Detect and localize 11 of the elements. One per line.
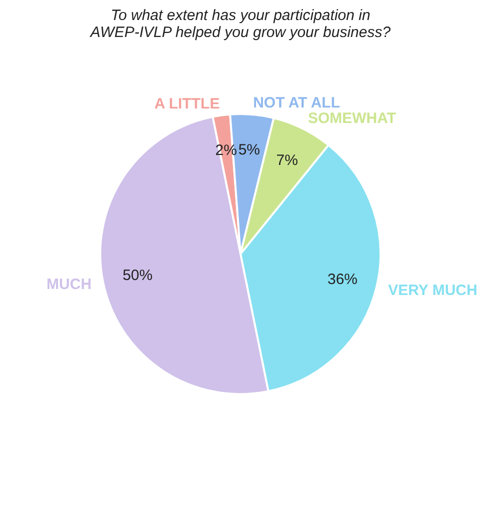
data-label: 50% — [122, 266, 153, 284]
data-label: 7% — [276, 152, 298, 169]
slice-label: NOT AT ALL — [253, 94, 340, 112]
data-label: 36% — [327, 270, 358, 288]
slice-label: SOMEWHAT — [308, 110, 396, 127]
slice-label: VERY MUCH — [388, 282, 478, 300]
slice-label: A LITTLE — [154, 95, 220, 112]
chart-title: To what extent has your participation in AWEP-IVLP helped you grow your business? — [89, 7, 392, 41]
data-label: 5% — [238, 141, 260, 158]
slice-label: MUCH — [46, 276, 92, 294]
data-label: 2% — [215, 142, 237, 159]
